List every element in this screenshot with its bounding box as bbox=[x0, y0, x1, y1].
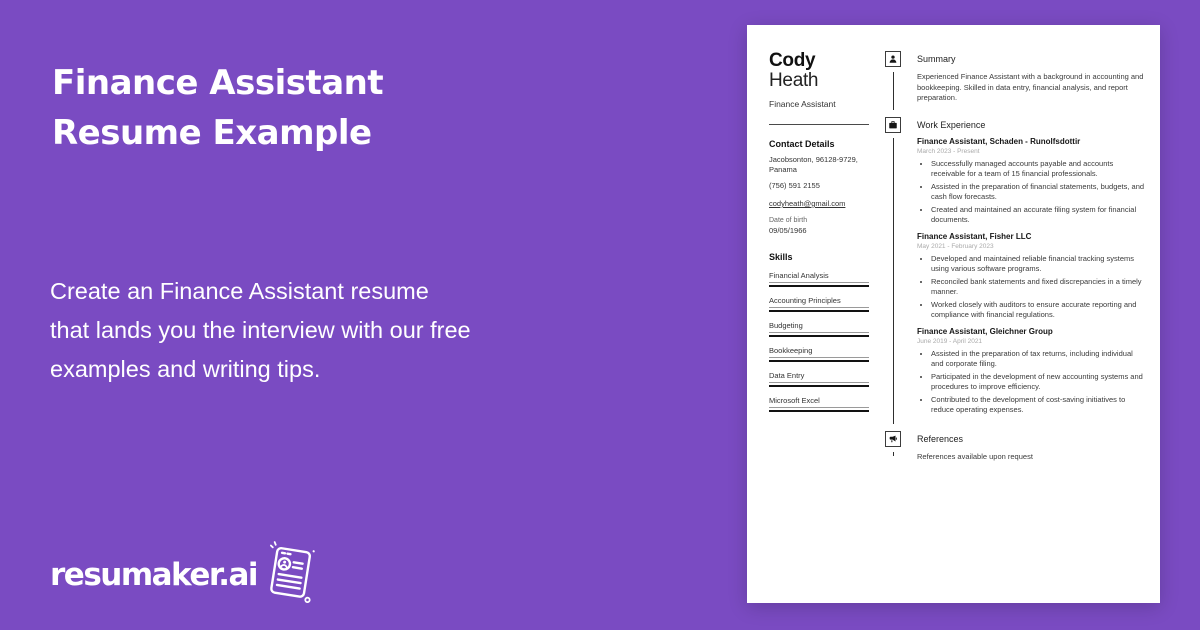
page-title: Finance Assistant Resume Example bbox=[52, 58, 384, 158]
job-bullet-list: Developed and maintained reliable financ… bbox=[917, 254, 1147, 320]
job-bullet: Created and maintained an accurate filin… bbox=[931, 205, 1147, 225]
job-bullet: Assisted in the preparation of financial… bbox=[931, 182, 1147, 202]
job-title: Finance Assistant, Gleichner Group bbox=[917, 326, 1053, 336]
resume-right-column: Summary Experienced Finance Assistant wi… bbox=[885, 51, 1147, 463]
skill-level-bar bbox=[769, 409, 869, 412]
description-line: that lands you the interview with our fr… bbox=[50, 317, 471, 343]
page-title-line2: Resume Example bbox=[52, 113, 372, 153]
skills-heading: Skills bbox=[769, 252, 793, 262]
job-title: Finance Assistant, Schaden - Runolfsdott… bbox=[917, 136, 1081, 146]
job-bullet: Developed and maintained reliable financ… bbox=[931, 254, 1147, 274]
megaphone-icon bbox=[885, 430, 901, 447]
job-title: Finance Assistant, Fisher LLC bbox=[917, 231, 1032, 241]
contact-email-link[interactable]: codyheath@gmail.com bbox=[769, 199, 846, 208]
job-dates: March 2023 - Present bbox=[917, 147, 980, 155]
summary-text: Experienced Finance Assistant with a bac… bbox=[917, 72, 1144, 102]
job-bullet: Successfully managed accounts payable an… bbox=[931, 159, 1147, 179]
work-experience-section: Work Experience Finance Assistant, Schad… bbox=[885, 116, 1147, 431]
summary-section: Summary Experienced Finance Assistant wi… bbox=[885, 51, 1147, 117]
section-connector-line bbox=[892, 451, 894, 456]
resumaker-logo[interactable]: resumaker.ai bbox=[50, 541, 316, 604]
skill-level-bar bbox=[769, 334, 869, 337]
job-entry: Finance Assistant, Fisher LLC May 2021 -… bbox=[917, 232, 1147, 320]
references-heading: References bbox=[917, 433, 964, 444]
skill-level-bar bbox=[769, 359, 869, 362]
job-bullet: Participated in the development of new a… bbox=[931, 372, 1147, 392]
section-connector-line bbox=[892, 137, 894, 424]
contact-phone: (756) 591 2155 bbox=[769, 181, 820, 190]
references-text: References available upon request bbox=[917, 451, 1033, 461]
skill-item: Bookkeeping bbox=[769, 346, 869, 362]
job-bullet-list: Assisted in the preparation of tax retur… bbox=[917, 349, 1147, 415]
job-bullet: Reconciled bank statements and fixed dis… bbox=[931, 277, 1147, 297]
logo-text: resumaker.ai bbox=[50, 557, 259, 593]
dob-value: 09/05/1966 bbox=[769, 226, 807, 235]
job-bullet-list: Successfully managed accounts payable an… bbox=[917, 159, 1147, 225]
summary-heading: Summary bbox=[917, 54, 956, 64]
skill-label: Budgeting bbox=[769, 321, 869, 333]
person-icon bbox=[885, 51, 901, 67]
skill-label: Bookkeeping bbox=[769, 346, 869, 358]
resume-name: Cody Heath bbox=[769, 51, 869, 91]
skill-label: Microsoft Excel bbox=[769, 396, 869, 408]
resume-last-name: Heath bbox=[769, 70, 819, 91]
work-heading: Work Experience bbox=[917, 119, 986, 130]
work-icon-column bbox=[885, 116, 901, 431]
page-title-line1: Finance Assistant bbox=[52, 63, 384, 103]
contact-address: Jacobsonton, 96128-9729, Panama bbox=[769, 155, 858, 174]
page-description: Create an Finance Assistant resume that … bbox=[50, 272, 471, 389]
skill-label: Financial Analysis bbox=[769, 271, 869, 283]
summary-icon-column bbox=[885, 51, 901, 117]
skill-level-bar bbox=[769, 384, 869, 387]
resume-job-title: Finance Assistant bbox=[769, 99, 836, 109]
job-bullet: Contributed to the development of cost-s… bbox=[931, 395, 1147, 415]
description-line: examples and writing tips. bbox=[50, 356, 321, 382]
skill-level-bar bbox=[769, 309, 869, 312]
resume-doc-icon bbox=[270, 541, 315, 604]
skill-label: Accounting Principles bbox=[769, 296, 869, 308]
resume-page: Cody Heath Finance Assistant Contact Det… bbox=[747, 25, 1160, 603]
divider-line bbox=[769, 124, 869, 125]
job-bullet: Assisted in the preparation of tax retur… bbox=[931, 349, 1147, 369]
references-icon-column bbox=[885, 430, 901, 463]
skill-item: Accounting Principles bbox=[769, 296, 869, 312]
skill-level-bar bbox=[769, 284, 869, 287]
description-line: Create an Finance Assistant resume bbox=[50, 278, 429, 304]
skill-label: Data Entry bbox=[769, 371, 869, 383]
dob-label: Date of birth bbox=[769, 217, 808, 224]
job-entry: Finance Assistant, Schaden - Runolfsdott… bbox=[917, 137, 1147, 225]
section-connector-line bbox=[892, 72, 894, 110]
job-bullet: Worked closely with auditors to ensure a… bbox=[931, 300, 1147, 320]
resume-left-column: Cody Heath Finance Assistant Contact Det… bbox=[769, 51, 869, 412]
skill-item: Microsoft Excel bbox=[769, 396, 869, 412]
skill-item: Budgeting bbox=[769, 321, 869, 337]
job-entry: Finance Assistant, Gleichner Group June … bbox=[917, 327, 1147, 415]
skill-item: Financial Analysis bbox=[769, 271, 869, 287]
resume-first-name: Cody bbox=[769, 50, 816, 71]
references-section: References References available upon req… bbox=[885, 430, 1147, 463]
job-dates: June 2019 - April 2021 bbox=[917, 337, 983, 345]
skill-item: Data Entry bbox=[769, 371, 869, 387]
job-dates: May 2021 - February 2023 bbox=[917, 242, 994, 250]
briefcase-icon bbox=[885, 116, 901, 133]
contact-heading: Contact Details bbox=[769, 139, 835, 149]
